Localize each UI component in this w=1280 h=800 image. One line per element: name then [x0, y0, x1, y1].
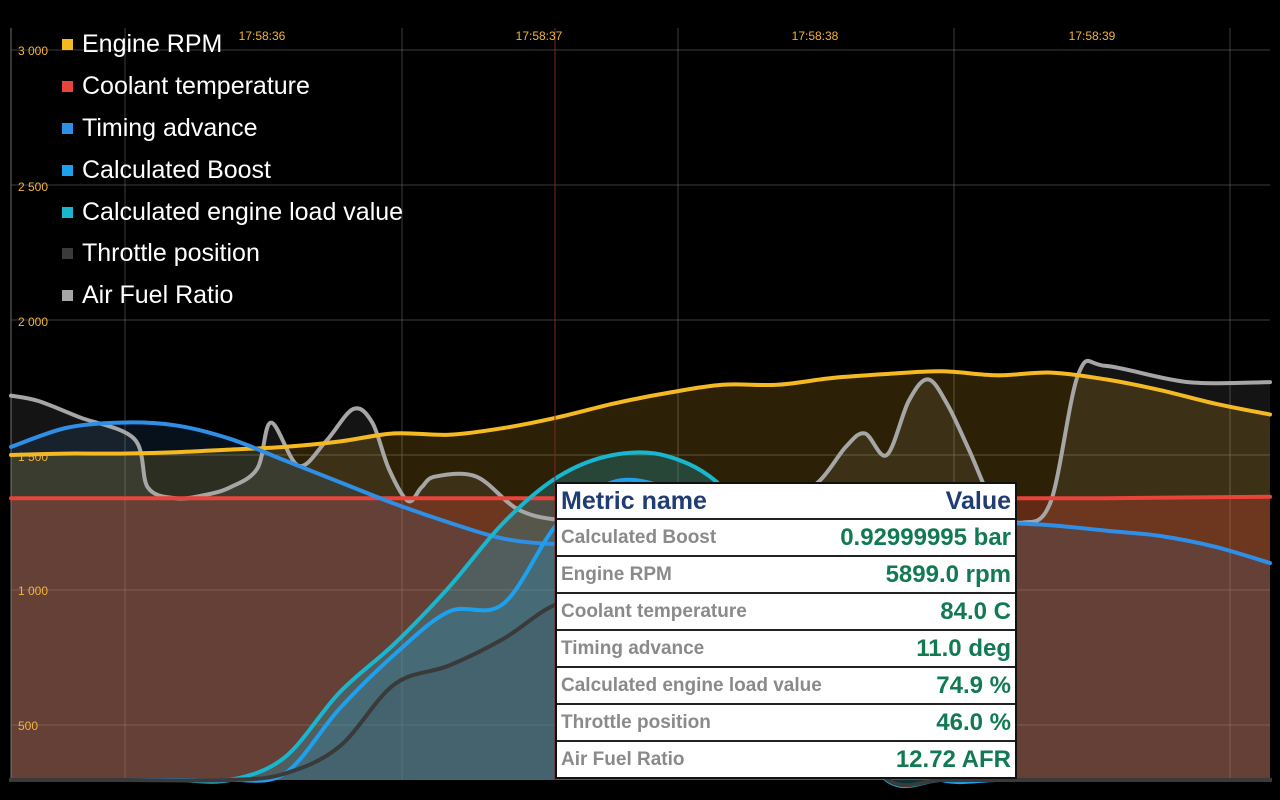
legend-item: Air Fuel Ratio — [62, 275, 403, 317]
legend-swatch — [62, 39, 73, 51]
tooltip-metric-name: Coolant temperature — [561, 600, 747, 622]
axis-ticks: 17:58:36 17:58:37 17:58:38 17:58:39 3 000 2 5… — [18, 29, 1116, 733]
x-tick-label: 17:58:37 — [516, 29, 563, 43]
legend-swatch — [62, 248, 73, 260]
tooltip-metric-value: 46.0 % — [936, 708, 1011, 736]
tooltip-row: Engine RPM 5899.0 rpm — [557, 557, 1015, 594]
tooltip-row: Calculated Boost 0.92999995 bar — [557, 520, 1015, 557]
legend-label: Coolant temperature — [82, 72, 310, 101]
y-tick-label: 2 500 — [18, 180, 48, 194]
tooltip-metric-value: 12.72 AFR — [895, 745, 1011, 773]
tooltip-header-name: Metric name — [561, 486, 707, 515]
tooltip-metric-value: 11.0 deg — [916, 634, 1011, 662]
value-tooltip: Metric name Value Calculated Boost 0.929… — [555, 482, 1017, 779]
legend-item: Engine RPM — [62, 24, 403, 66]
tooltip-metric-value: 0.92999995 bar — [840, 523, 1011, 551]
legend-label: Calculated Boost — [82, 155, 272, 184]
legend-label: Throttle position — [82, 239, 260, 268]
tooltip-metric-name: Timing advance — [561, 637, 705, 659]
tooltip-row: Air Fuel Ratio 12.72 AFR — [557, 742, 1015, 777]
y-tick-label: 3 000 — [18, 44, 48, 58]
legend-item: Calculated engine load value — [62, 191, 403, 233]
y-tick-label: 1 000 — [18, 584, 48, 598]
legend-swatch — [62, 81, 73, 93]
legend-item: Timing advance — [62, 108, 403, 150]
tooltip-row: Calculated engine load value 74.9 % — [557, 668, 1015, 705]
x-tick-label: 17:58:36 — [239, 29, 286, 43]
legend-label: Engine RPM — [82, 30, 223, 59]
tooltip-header-value: Value — [945, 486, 1011, 515]
x-tick-label: 17:58:38 — [792, 29, 839, 43]
legend-item: Coolant temperature — [62, 66, 403, 108]
y-tick-label: 500 — [18, 719, 38, 733]
tooltip-row: Throttle position 46.0 % — [557, 705, 1015, 742]
tooltip-metric-value: 84.0 C — [940, 597, 1011, 625]
legend-swatch — [62, 290, 73, 302]
legend-label: Calculated engine load value — [82, 197, 404, 226]
legend-item: Calculated Boost — [62, 149, 403, 191]
tooltip-metric-value: 5899.0 rpm — [885, 560, 1011, 588]
legend-swatch — [62, 206, 73, 218]
y-tick-label: 1 500 — [18, 450, 48, 464]
tooltip-metric-name: Calculated engine load value — [561, 674, 822, 696]
tooltip-row: Timing advance 11.0 deg — [557, 631, 1015, 668]
tooltip-row: Coolant temperature 84.0 C — [557, 594, 1015, 631]
tooltip-header: Metric name Value — [557, 484, 1015, 520]
legend-label: Timing advance — [82, 113, 258, 142]
tooltip-metric-name: Air Fuel Ratio — [561, 748, 685, 770]
x-tick-label: 17:58:39 — [1069, 29, 1116, 43]
y-tick-label: 2 000 — [18, 315, 48, 329]
legend-swatch — [62, 164, 73, 176]
tooltip-metric-name: Engine RPM — [561, 563, 672, 585]
tooltip-metric-name: Calculated Boost — [561, 526, 717, 548]
series-line-engine-rpm — [9, 369, 1272, 457]
tooltip-metric-name: Throttle position — [561, 711, 711, 733]
legend-swatch — [62, 122, 73, 134]
chart-legend: Engine RPM Coolant temperature Timing adva… — [62, 24, 403, 317]
legend-label: Air Fuel Ratio — [82, 281, 234, 310]
tooltip-metric-value: 74.9 % — [936, 671, 1011, 699]
legend-item: Throttle position — [62, 233, 403, 275]
